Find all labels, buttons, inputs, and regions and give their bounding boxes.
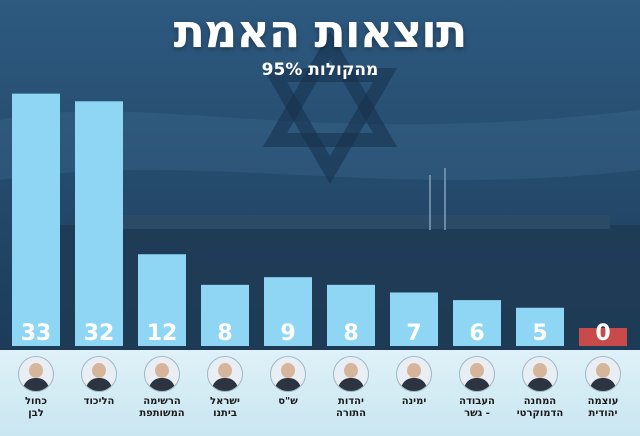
- party-name-line1: הרשימה: [143, 396, 181, 407]
- party-name-line2: לבן: [28, 408, 44, 419]
- party-item: ימינה: [384, 352, 444, 436]
- avatar-icon: [585, 356, 621, 392]
- bar-value-label: 8: [343, 321, 358, 346]
- party-name-line1: העבודה: [459, 396, 495, 407]
- bar-value-label: 12: [147, 321, 178, 346]
- party-name-line2: - גשר: [464, 408, 490, 419]
- bar: [201, 284, 249, 346]
- party-item: המחנה הדמוקרטי: [510, 352, 570, 436]
- bar-value-label: 33: [21, 321, 52, 346]
- party-name: העבודה - גשר: [447, 396, 507, 420]
- party-name: כחול לבן: [6, 396, 66, 420]
- avatar-icon: [270, 356, 306, 392]
- party-name-line1: המחנה: [523, 396, 557, 407]
- avatar-icon: [333, 356, 369, 392]
- party-item: יהדות התורה: [321, 352, 381, 436]
- party-name-line1: כחול: [24, 396, 48, 407]
- party-name: ישראל ביתנו: [195, 396, 255, 420]
- party-name: יהדות התורה: [321, 396, 381, 420]
- bar-value-label: 7: [406, 321, 421, 346]
- party-item: ישראל ביתנו: [195, 352, 255, 436]
- bar: [12, 93, 60, 346]
- avatar-icon: [522, 356, 558, 392]
- bar: [75, 101, 123, 346]
- avatar-icon: [18, 356, 54, 392]
- bar: [516, 307, 564, 346]
- party-name-line1: יהדות: [338, 396, 364, 407]
- bar: [327, 284, 375, 346]
- bar: [390, 292, 438, 346]
- avatar-icon: [459, 356, 495, 392]
- party-item: הליכוד: [69, 352, 129, 436]
- party-item: ש"ס: [258, 352, 318, 436]
- party-name: ש"ס: [258, 396, 318, 408]
- bar: [264, 277, 312, 346]
- avatar-icon: [81, 356, 117, 392]
- party-item: כחול לבן: [6, 352, 66, 436]
- party-name-line2: יהודית: [588, 408, 618, 419]
- page-subtitle: 95% מהקולות: [261, 60, 379, 80]
- party-item: העבודה - גשר: [447, 352, 507, 436]
- party-name-line2: המשותפת: [139, 408, 185, 419]
- party-name: ימינה: [384, 396, 444, 408]
- party-name-line2: ביתנו: [213, 408, 237, 419]
- party-name-line1: ישראל: [210, 396, 240, 407]
- bar: [453, 300, 501, 346]
- party-name: הליכוד: [69, 396, 129, 408]
- bar-value-label: 32: [84, 321, 115, 346]
- bar-value-label: 9: [280, 321, 295, 346]
- avatar-icon: [207, 356, 243, 392]
- bar: [138, 254, 186, 346]
- party-item: הרשימה המשותפת: [132, 352, 192, 436]
- party-name: המחנה הדמוקרטי: [510, 396, 570, 420]
- bar: [579, 328, 627, 346]
- avatar-icon: [144, 356, 180, 392]
- bar-value-label: 5: [532, 321, 547, 346]
- page-title: תוצאות האמת: [173, 4, 468, 58]
- avatar-icon: [396, 356, 432, 392]
- bar-value-label: 8: [217, 321, 232, 346]
- bar-value-label: 0: [595, 321, 610, 346]
- party-name-line2: התורה: [335, 408, 367, 419]
- star-of-david-icon: [262, 31, 398, 147]
- bar-value-label: 6: [469, 321, 484, 346]
- party-name-line1: עוצמה: [587, 396, 619, 407]
- party-name-line1: ימינה: [401, 396, 427, 407]
- party-name-line1: ש"ס: [278, 396, 298, 407]
- party-item: עוצמה יהודית: [573, 352, 633, 436]
- party-name: עוצמה יהודית: [573, 396, 633, 420]
- party-name: הרשימה המשותפת: [132, 396, 192, 420]
- party-name-line1: הליכוד: [83, 396, 115, 407]
- party-name-line2: הדמוקרטי: [516, 408, 564, 419]
